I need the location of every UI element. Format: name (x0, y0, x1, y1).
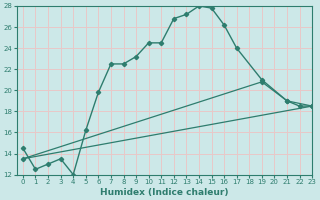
X-axis label: Humidex (Indice chaleur): Humidex (Indice chaleur) (100, 188, 228, 197)
